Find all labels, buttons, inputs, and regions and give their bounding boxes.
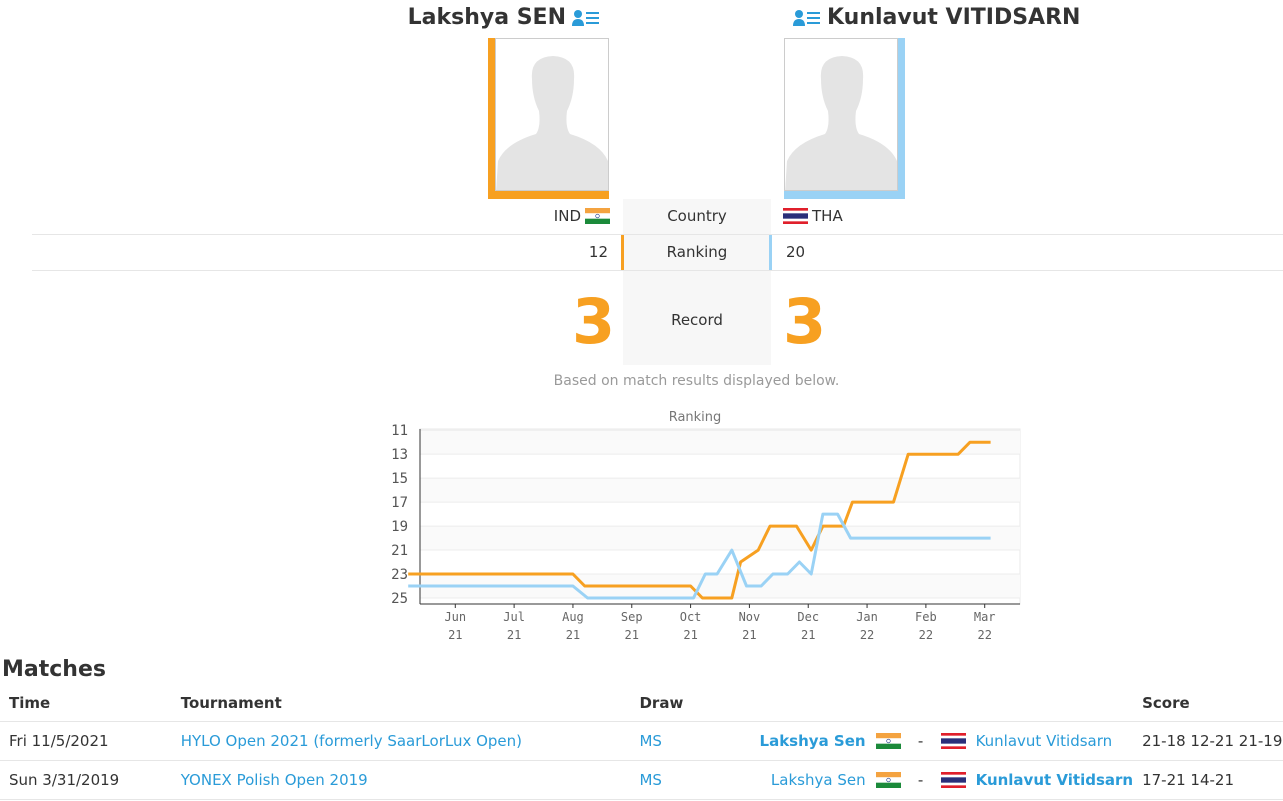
- chart-grid-band: [420, 478, 1020, 503]
- chart-x-tick-month: Oct: [680, 610, 702, 624]
- table-row: Sun 3/31/2019 YONEX Polish Open 2019 MS …: [0, 760, 1283, 800]
- player2-name: Kunlavut VITIDSARN: [787, 5, 1080, 30]
- chart-grid-band: [420, 430, 1020, 455]
- chart-x-tick-year: 21: [683, 628, 697, 642]
- player1-ranking: 12: [588, 243, 608, 261]
- player1-country-code: IND: [553, 207, 581, 225]
- match-player1-link[interactable]: Lakshya Sen: [759, 731, 866, 750]
- chart-x-tick-year: 22: [860, 628, 874, 642]
- player2-ranking: 20: [786, 243, 806, 261]
- player-profile-icon[interactable]: [793, 9, 821, 27]
- chart-grid-band: [420, 574, 1020, 599]
- chart-x-tick-year: 21: [801, 628, 815, 642]
- chart-x-tick-month: Jun: [444, 610, 466, 624]
- chart-x-tick-month: Sep: [621, 610, 643, 624]
- chart-y-tick-label: 17: [391, 495, 408, 511]
- match-score: 21-18 12-21 21-19: [1133, 721, 1283, 761]
- player1-name: Lakshya SEN: [408, 5, 606, 30]
- chart-y-tick-label: 25: [391, 591, 408, 607]
- header-draw[interactable]: Draw: [630, 686, 717, 722]
- tournament-link[interactable]: HYLO Open 2021 (formerly SaarLorLux Open…: [180, 731, 523, 750]
- chart-title: Ranking: [669, 410, 722, 425]
- match-time: Fri 11/5/2021: [0, 721, 172, 761]
- chart-y-tick-label: 13: [391, 447, 408, 463]
- match-separator: -: [917, 770, 924, 789]
- chart-x-tick-month: Dec: [797, 610, 819, 624]
- ranking-chart: 11 13 15 17 19 21 23 25 Jun 21 Jul 21 Aug 21 Sep 21 Oct 2…: [391, 410, 1021, 642]
- chart-x-tick-month: Jan: [856, 610, 878, 624]
- match-separator: -: [917, 731, 924, 750]
- chart-y-tick-label: 15: [391, 471, 408, 487]
- player1-name-text: Lakshya SEN: [407, 5, 566, 30]
- table-row: Fri 11/5/2021 HYLO Open 2021 (formerly S…: [0, 721, 1283, 761]
- chart-x-tick-month: Feb: [915, 610, 937, 624]
- matches-table: Time Tournament Draw Score Fri 11/5/2021…: [0, 686, 1283, 800]
- chart-y-tick-label: 11: [391, 423, 408, 439]
- chart-x-tick-year: 21: [507, 628, 521, 642]
- comparison-center-column: [623, 199, 771, 365]
- chart-series-line-1: [408, 440, 991, 600]
- chart-x-tick-month: Aug: [562, 610, 584, 624]
- draw-link[interactable]: MS: [639, 770, 662, 789]
- match-player2-link[interactable]: Kunlavut Vitidsarn: [975, 770, 1134, 789]
- thailand-flag-icon: [783, 208, 808, 224]
- player2-record: 3: [783, 285, 827, 358]
- player1-ranking-bar: [621, 235, 624, 270]
- thailand-flag-icon: [940, 771, 966, 788]
- chart-x-tick-year: 21: [625, 628, 639, 642]
- chart-y-tick-label: 23: [391, 567, 408, 583]
- header-time[interactable]: Time: [0, 686, 172, 722]
- draw-link[interactable]: MS: [639, 731, 662, 750]
- avatar-silhouette-icon: [496, 39, 608, 190]
- header-tournament[interactable]: Tournament: [171, 686, 631, 722]
- matches-title: Matches: [2, 657, 106, 682]
- row-divider: [32, 270, 1283, 271]
- header-score[interactable]: Score: [1133, 686, 1283, 722]
- player2-ranking-bar: [769, 235, 772, 270]
- chart-y-tick-label: 19: [391, 519, 408, 535]
- chart-y-tick-label: 21: [391, 543, 408, 559]
- record-label: Record: [671, 311, 723, 329]
- player2-name-text: Kunlavut VITIDSARN: [827, 5, 1081, 30]
- india-flag-icon: [585, 208, 610, 224]
- chart-x-tick-year: 21: [742, 628, 756, 642]
- chart-x-tick-month: Nov: [739, 610, 761, 624]
- chart-x-tick-year: 22: [919, 628, 933, 642]
- chart-grid-band: [420, 526, 1020, 551]
- india-flag-icon: [875, 732, 901, 749]
- header-players: [716, 686, 1134, 722]
- ranking-label: Ranking: [666, 243, 728, 261]
- thailand-flag-icon: [940, 732, 966, 749]
- player2-country-code: THA: [812, 207, 843, 225]
- table-header-row: Time Tournament Draw Score: [0, 686, 1283, 722]
- row-divider: [32, 234, 1283, 235]
- match-player1-link[interactable]: Lakshya Sen: [770, 770, 866, 789]
- match-player2-link[interactable]: Kunlavut Vitidsarn: [975, 731, 1113, 750]
- india-flag-icon: [875, 771, 901, 788]
- chart-x-tick-year: 22: [977, 628, 991, 642]
- chart-x-tick-year: 21: [566, 628, 580, 642]
- record-note: Based on match results displayed below.: [553, 373, 840, 389]
- chart-x-tick-year: 21: [448, 628, 462, 642]
- tournament-link[interactable]: YONEX Polish Open 2019: [180, 770, 368, 789]
- chart-series-line-2: [408, 512, 991, 600]
- player2-photo[interactable]: [784, 38, 905, 199]
- player2-country: THA: [783, 207, 843, 225]
- player-profile-icon[interactable]: [572, 9, 600, 27]
- player1-country: IND: [554, 207, 610, 225]
- player1-photo[interactable]: [488, 38, 609, 199]
- match-time: Sun 3/31/2019: [0, 760, 172, 800]
- player1-record: 3: [572, 285, 616, 358]
- avatar-silhouette-icon: [785, 39, 897, 190]
- chart-x-tick-month: Jul: [503, 610, 525, 624]
- match-score: 17-21 14-21: [1133, 760, 1283, 800]
- country-label: Country: [667, 207, 727, 225]
- chart-x-tick-month: Mar: [974, 610, 996, 624]
